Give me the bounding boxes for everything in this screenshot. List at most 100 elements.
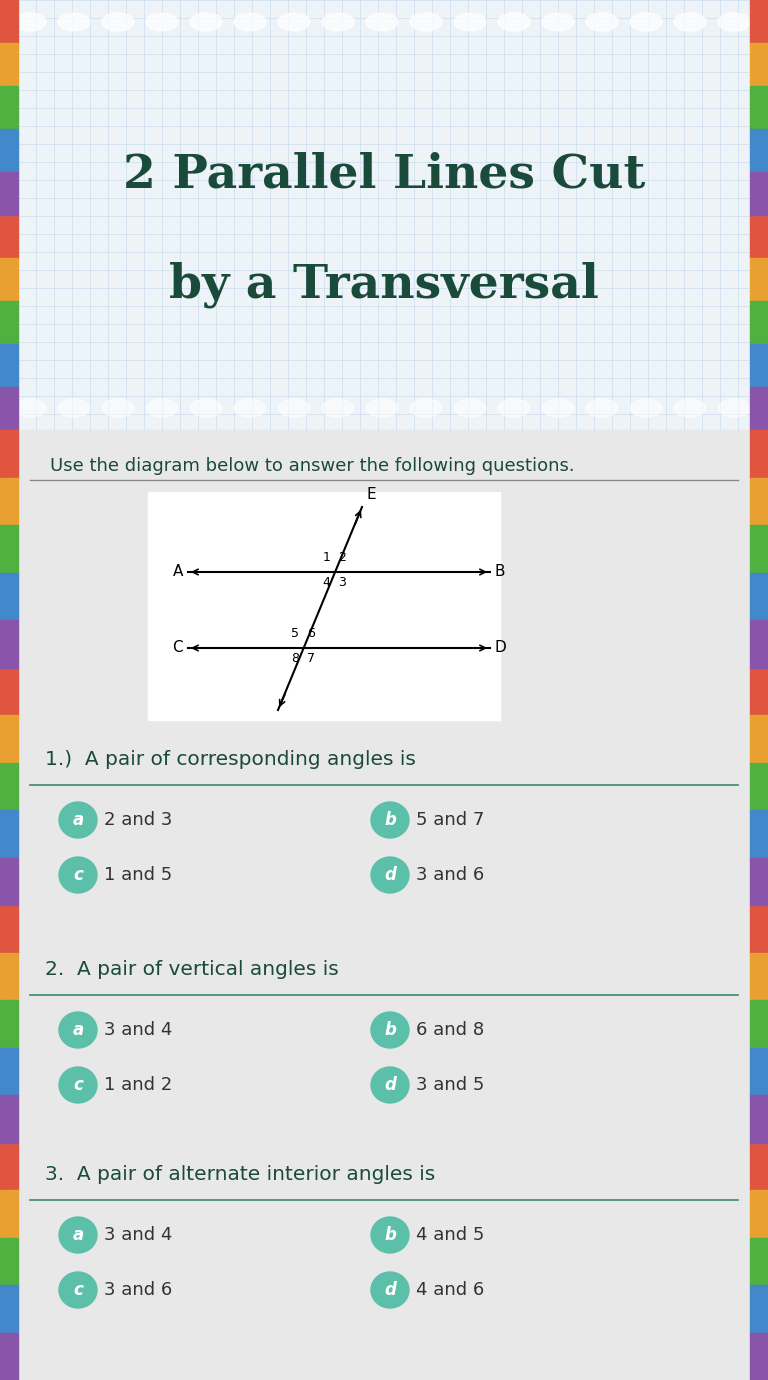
- Text: C: C: [172, 640, 183, 656]
- Ellipse shape: [630, 12, 662, 30]
- Ellipse shape: [59, 1217, 97, 1253]
- Ellipse shape: [454, 399, 486, 417]
- Ellipse shape: [59, 1067, 97, 1103]
- Text: 1.)  A pair of corresponding angles is: 1.) A pair of corresponding angles is: [45, 749, 416, 769]
- Ellipse shape: [190, 399, 222, 417]
- Ellipse shape: [366, 12, 398, 30]
- Bar: [0, 1333, 18, 1380]
- Ellipse shape: [278, 399, 310, 417]
- Ellipse shape: [371, 1272, 409, 1308]
- Ellipse shape: [410, 399, 442, 417]
- Text: 4 and 6: 4 and 6: [416, 1281, 485, 1299]
- Bar: [750, 301, 768, 344]
- Ellipse shape: [498, 399, 530, 417]
- Text: 2: 2: [338, 551, 346, 564]
- Bar: [750, 1047, 768, 1094]
- Text: b: b: [384, 1021, 396, 1039]
- Ellipse shape: [371, 1067, 409, 1103]
- Text: a: a: [72, 811, 84, 829]
- Bar: [0, 1143, 18, 1190]
- Bar: [0, 1285, 18, 1333]
- Ellipse shape: [366, 399, 398, 417]
- Bar: [750, 573, 768, 620]
- Text: 6: 6: [306, 627, 315, 640]
- Bar: [0, 668, 18, 715]
- Ellipse shape: [586, 399, 618, 417]
- Bar: [0, 258, 18, 301]
- Text: A: A: [173, 564, 183, 580]
- Bar: [750, 477, 768, 524]
- Text: 5: 5: [290, 627, 299, 640]
- Text: 7: 7: [306, 651, 315, 665]
- Bar: [0, 43, 18, 86]
- Text: 1 and 2: 1 and 2: [104, 1076, 172, 1094]
- Ellipse shape: [322, 12, 354, 30]
- Bar: [0, 477, 18, 524]
- Text: 6 and 8: 6 and 8: [416, 1021, 484, 1039]
- Text: 2 and 3: 2 and 3: [104, 811, 172, 829]
- Text: 3 and 6: 3 and 6: [416, 867, 485, 885]
- Ellipse shape: [102, 12, 134, 30]
- Bar: [750, 258, 768, 301]
- Ellipse shape: [371, 1012, 409, 1047]
- Bar: [750, 1333, 768, 1380]
- Text: 2 Parallel Lines Cut: 2 Parallel Lines Cut: [123, 152, 645, 197]
- Ellipse shape: [146, 399, 178, 417]
- Ellipse shape: [718, 399, 750, 417]
- Bar: [0, 86, 18, 128]
- Text: c: c: [73, 867, 83, 885]
- Ellipse shape: [586, 12, 618, 30]
- Bar: [0, 301, 18, 344]
- Ellipse shape: [146, 12, 178, 30]
- Bar: [750, 86, 768, 128]
- Bar: [750, 1094, 768, 1143]
- Ellipse shape: [322, 399, 354, 417]
- Text: c: c: [73, 1281, 83, 1299]
- Text: by a Transversal: by a Transversal: [169, 262, 599, 308]
- Ellipse shape: [371, 1217, 409, 1253]
- Ellipse shape: [234, 12, 266, 30]
- Ellipse shape: [718, 12, 750, 30]
- Bar: [0, 1000, 18, 1047]
- Ellipse shape: [371, 802, 409, 838]
- Text: a: a: [72, 1225, 84, 1243]
- Bar: [0, 952, 18, 1000]
- Ellipse shape: [59, 1012, 97, 1047]
- Text: D: D: [494, 640, 506, 656]
- Bar: [750, 172, 768, 215]
- Bar: [750, 857, 768, 905]
- Text: 3 and 6: 3 and 6: [104, 1281, 172, 1299]
- Bar: [0, 1238, 18, 1285]
- Bar: [750, 431, 768, 477]
- Text: 4 and 5: 4 and 5: [416, 1225, 485, 1243]
- Ellipse shape: [498, 12, 530, 30]
- Bar: [0, 0, 768, 431]
- Bar: [0, 620, 18, 668]
- Text: Use the diagram below to answer the following questions.: Use the diagram below to answer the foll…: [50, 457, 574, 475]
- Bar: [750, 524, 768, 573]
- Bar: [750, 952, 768, 1000]
- Bar: [750, 1000, 768, 1047]
- Ellipse shape: [542, 399, 574, 417]
- Text: 3.  A pair of alternate interior angles is: 3. A pair of alternate interior angles i…: [45, 1165, 435, 1184]
- Text: a: a: [72, 1021, 84, 1039]
- Ellipse shape: [59, 802, 97, 838]
- Text: b: b: [384, 811, 396, 829]
- Bar: [750, 1143, 768, 1190]
- Text: c: c: [73, 1076, 83, 1094]
- Text: 1 and 5: 1 and 5: [104, 867, 172, 885]
- Bar: [0, 715, 18, 763]
- Text: E: E: [366, 487, 376, 502]
- Ellipse shape: [454, 12, 486, 30]
- Text: 3 and 5: 3 and 5: [416, 1076, 485, 1094]
- Bar: [750, 344, 768, 386]
- Ellipse shape: [102, 399, 134, 417]
- Ellipse shape: [630, 399, 662, 417]
- Bar: [750, 763, 768, 810]
- Text: d: d: [384, 1076, 396, 1094]
- Bar: [750, 715, 768, 763]
- Bar: [0, 128, 18, 172]
- Ellipse shape: [190, 12, 222, 30]
- Bar: [148, 493, 500, 720]
- Ellipse shape: [371, 857, 409, 893]
